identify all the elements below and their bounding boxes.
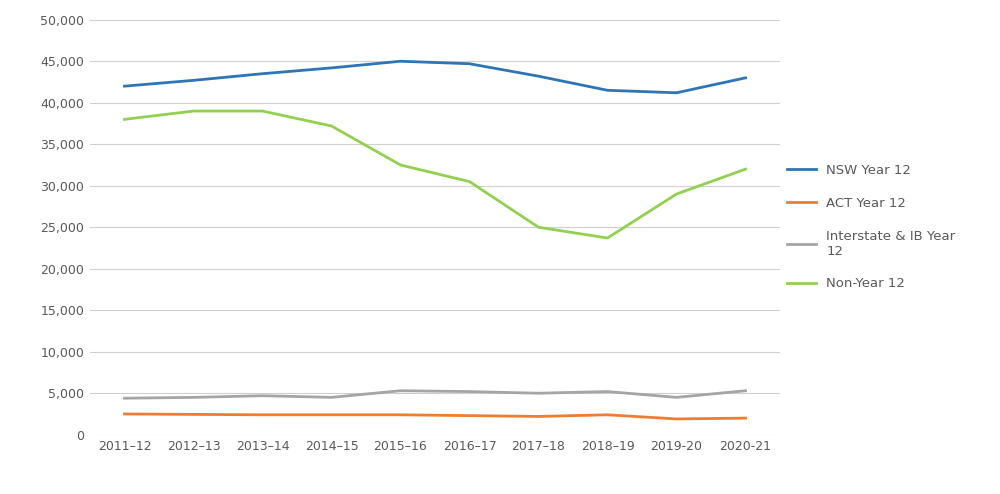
Legend: NSW Year 12, ACT Year 12, Interstate & IB Year
12, Non-Year 12: NSW Year 12, ACT Year 12, Interstate & I… bbox=[787, 164, 955, 290]
